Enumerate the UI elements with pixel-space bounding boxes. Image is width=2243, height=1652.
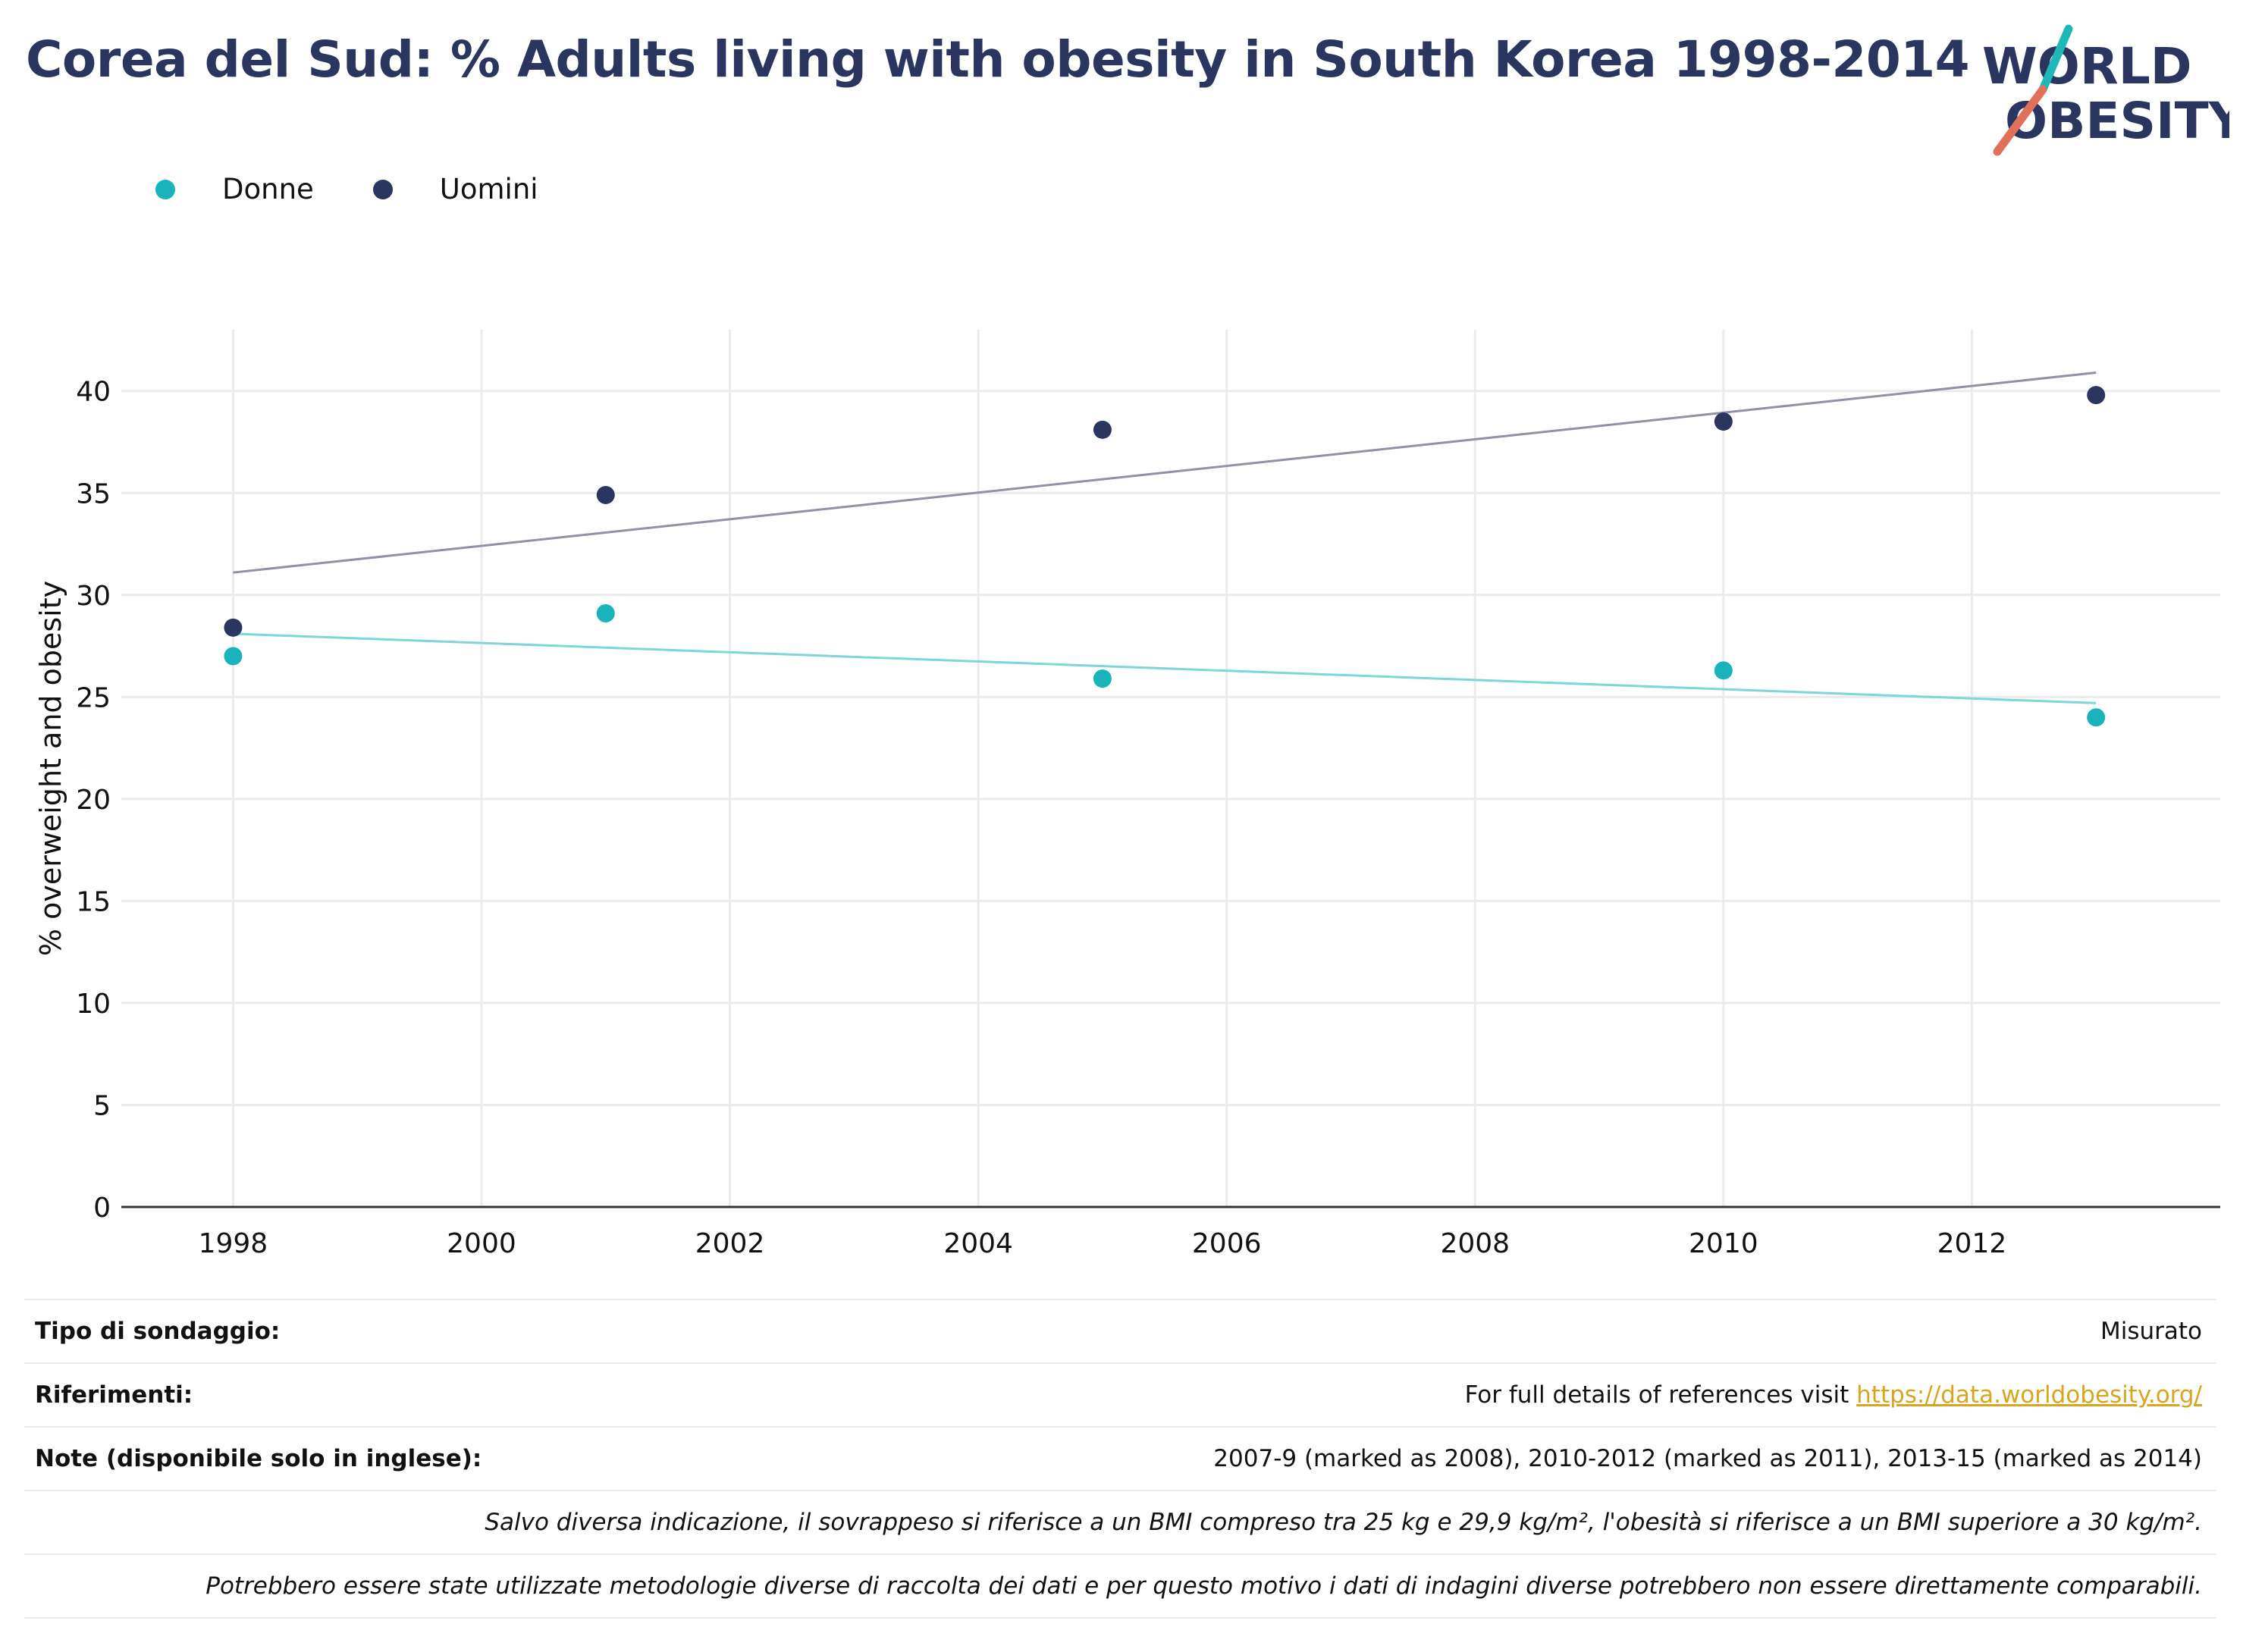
x-tick-label: 2008 bbox=[1440, 1228, 1510, 1259]
references-value: For full details of references visit htt… bbox=[1465, 1381, 2216, 1409]
y-tick-label: 5 bbox=[93, 1090, 111, 1121]
y-axis-title: % overweight and obesity bbox=[34, 581, 67, 956]
legend-marker-uomini bbox=[372, 179, 393, 199]
trend-line-donne bbox=[233, 632, 2097, 704]
y-tick-label: 35 bbox=[76, 478, 111, 509]
data-point-donne[interactable] bbox=[1714, 661, 1733, 680]
trend-line-uomini bbox=[233, 371, 2097, 574]
data-point-uomini[interactable] bbox=[1714, 412, 1733, 431]
footer-row-survey: Tipo di sondaggio: Misurato bbox=[24, 1299, 2216, 1362]
y-tick-label: 40 bbox=[76, 377, 111, 408]
survey-type-value: Misurato bbox=[2100, 1318, 2202, 1345]
references-label: Riferimenti: bbox=[35, 1381, 193, 1409]
logo-word-obesity: OBESITY bbox=[2005, 92, 2229, 150]
x-tick-label: 2000 bbox=[447, 1228, 516, 1259]
logo-word-world: WORLD bbox=[1982, 37, 2192, 96]
y-tick-label: 10 bbox=[76, 989, 111, 1020]
logo-coral-slash bbox=[1993, 85, 2047, 156]
chart-legend: Donne Uomini bbox=[155, 173, 598, 205]
legend-label-donne: Donne bbox=[222, 173, 314, 205]
footer-row-references: Riferimenti: For full details of referen… bbox=[24, 1362, 2216, 1426]
data-point-donne[interactable] bbox=[224, 647, 243, 666]
x-tick-label: 2004 bbox=[943, 1228, 1013, 1259]
y-tick-label: 0 bbox=[93, 1193, 111, 1224]
data-point-uomini[interactable] bbox=[224, 618, 243, 637]
footer-row-notes: Note (disponibile solo in inglese): 2007… bbox=[24, 1426, 2216, 1490]
notes-label: Note (disponibile solo in inglese): bbox=[35, 1445, 482, 1472]
references-link[interactable]: https://data.worldobesity.org/ bbox=[1856, 1381, 2202, 1409]
legend-item-donne[interactable]: Donne bbox=[155, 173, 314, 205]
data-point-uomini[interactable] bbox=[2087, 386, 2106, 405]
logo-teal-slash bbox=[2038, 24, 2073, 94]
data-point-donne[interactable] bbox=[2087, 708, 2106, 727]
chart-footer: Tipo di sondaggio: Misurato Riferimenti:… bbox=[24, 1299, 2216, 1619]
x-tick-label: 2002 bbox=[695, 1228, 765, 1259]
world-obesity-logo: WORLD OBESITY bbox=[1982, 24, 2229, 156]
data-point-uomini[interactable] bbox=[596, 485, 615, 504]
footer-row-bmi-note: Salvo diversa indicazione, il sovrappeso… bbox=[24, 1490, 2216, 1553]
y-tick-label: 15 bbox=[76, 886, 111, 917]
references-text: For full details of references visit bbox=[1464, 1381, 1857, 1409]
notes-value: 2007-9 (marked as 2008), 2010-2012 (mark… bbox=[1213, 1445, 2202, 1472]
x-tick-label: 2010 bbox=[1689, 1228, 1758, 1259]
x-tick-label: 1998 bbox=[199, 1228, 268, 1259]
y-tick-label: 20 bbox=[76, 785, 111, 816]
legend-marker-donne bbox=[155, 179, 175, 199]
y-tick-label: 25 bbox=[76, 682, 111, 713]
survey-type-label: Tipo di sondaggio: bbox=[35, 1318, 281, 1345]
x-tick-label: 2012 bbox=[1937, 1228, 2007, 1259]
y-tick-label: 30 bbox=[76, 581, 111, 612]
bmi-note: Salvo diversa indicazione, il sovrappeso… bbox=[485, 1509, 2202, 1536]
data-point-donne[interactable] bbox=[596, 604, 615, 623]
data-point-donne[interactable] bbox=[1093, 669, 1112, 688]
scatter-chart: 0 5 10 15 20 25 30 35 40 1998 2000 2002 2004 2006 2008… bbox=[34, 330, 2220, 1259]
data-point-uomini[interactable] bbox=[1093, 420, 1112, 439]
page-title: Corea del Sud: % Adults living with obes… bbox=[26, 30, 1970, 89]
x-tick-label: 2006 bbox=[1192, 1228, 1262, 1259]
footer-row-method-note: Potrebbero essere state utilizzate metod… bbox=[24, 1553, 2216, 1619]
legend-item-uomini[interactable]: Uomini bbox=[372, 173, 538, 205]
legend-label-uomini: Uomini bbox=[439, 173, 538, 205]
method-note: Potrebbero essere state utilizzate metod… bbox=[205, 1572, 2202, 1600]
